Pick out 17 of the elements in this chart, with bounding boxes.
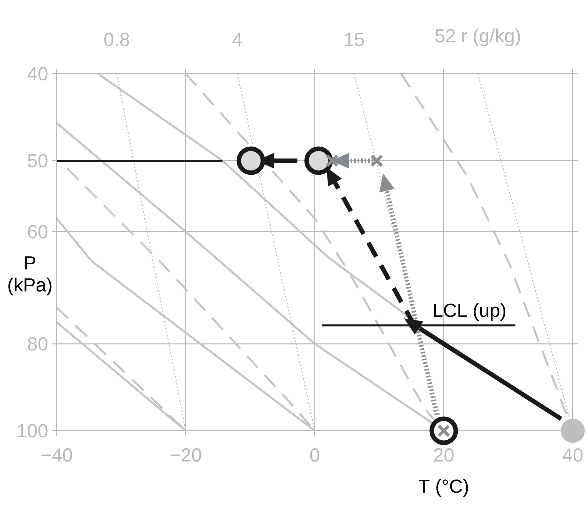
- x-tick-label: −40: [42, 448, 72, 462]
- y-tick-label: 50: [28, 154, 48, 168]
- series-label: 0.8: [104, 33, 130, 46]
- series-label: 52 r (g/kg): [436, 28, 520, 46]
- x-tick-label: 0: [310, 448, 320, 462]
- x-axis-title: T (°C): [418, 479, 468, 497]
- y-axis-title: P (kPa): [8, 256, 52, 296]
- y-tick-label: 80: [28, 337, 48, 351]
- y-tick-label: 60: [28, 225, 48, 239]
- x-tick-label: 40: [562, 448, 583, 462]
- x-tick-label: −20: [170, 448, 202, 462]
- series-label: 15: [345, 33, 364, 46]
- y-tick-label: 100: [18, 424, 48, 438]
- x-tick-label: 20: [434, 448, 454, 462]
- annotation: LCL (up): [434, 303, 506, 322]
- series-label: 4: [232, 33, 242, 46]
- y-tick-label: 40: [28, 67, 48, 81]
